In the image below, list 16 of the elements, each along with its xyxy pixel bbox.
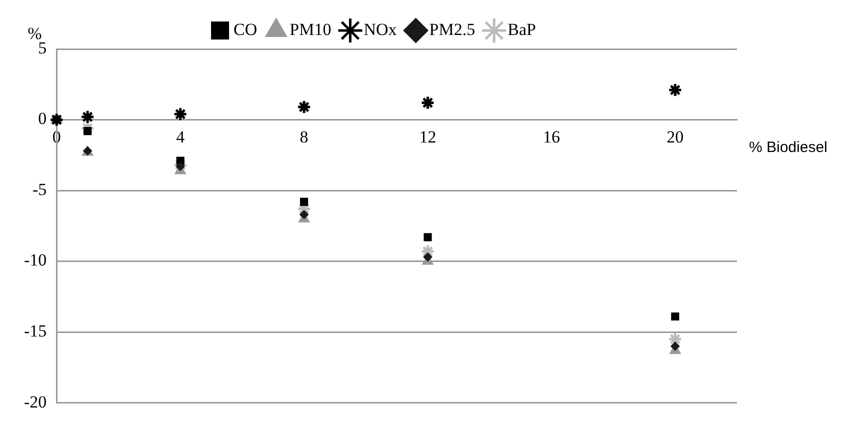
x-tick-label: 16 <box>542 127 560 146</box>
x-axis-title: % Biodiesel <box>749 138 828 156</box>
x-tick-label: 8 <box>300 127 308 146</box>
y-tick-label: -20 <box>24 392 47 412</box>
y-tick-label: -15 <box>24 322 47 341</box>
y-tick-label: -10 <box>24 250 47 270</box>
legend-label: BaP <box>508 20 536 39</box>
legend-label: CO <box>234 20 258 39</box>
y-tick-label: 0 <box>38 109 47 128</box>
y-tick-label: -5 <box>32 180 47 199</box>
x-tick-label: 20 <box>666 127 684 146</box>
x-tick-label: 4 <box>176 127 186 146</box>
legend-label: PM10 <box>290 20 332 39</box>
legend-label: NOx <box>364 20 398 39</box>
legend-label: PM2.5 <box>429 20 476 39</box>
x-tick-label: 12 <box>419 127 436 146</box>
